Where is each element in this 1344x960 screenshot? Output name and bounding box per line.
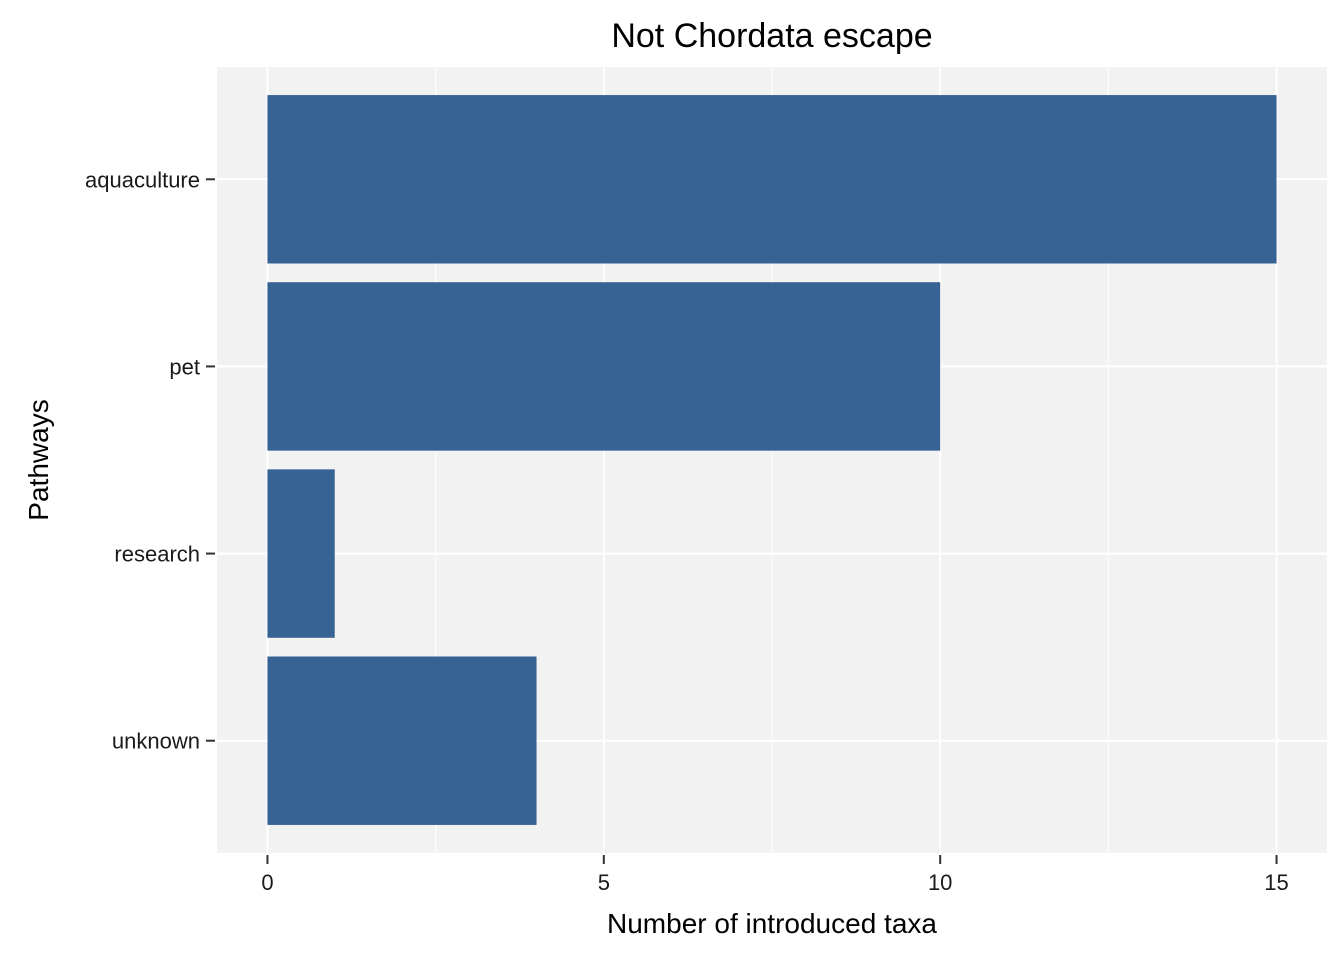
bars xyxy=(267,95,1277,825)
bar-research xyxy=(267,469,335,638)
x-tick-label: 15 xyxy=(1264,870,1288,895)
x-axis: 0 5 10 15 xyxy=(261,855,1289,895)
x-tick-label: 10 xyxy=(928,870,952,895)
y-axis: aquaculture pet research unknown xyxy=(85,167,215,754)
x-tick-label: 0 xyxy=(261,870,273,895)
y-tick-label: unknown xyxy=(112,729,200,754)
bar-unknown xyxy=(267,656,537,825)
y-axis-title: Pathways xyxy=(23,399,54,520)
chart-title: Not Chordata escape xyxy=(611,17,932,55)
x-tick-label: 5 xyxy=(598,870,610,895)
y-tick-label: pet xyxy=(169,354,200,379)
bar-aquaculture xyxy=(267,95,1277,264)
y-tick-label: research xyxy=(114,542,200,567)
y-tick-label: aquaculture xyxy=(85,167,200,192)
bar-pet xyxy=(267,282,941,451)
x-axis-title: Number of introduced taxa xyxy=(607,908,937,939)
